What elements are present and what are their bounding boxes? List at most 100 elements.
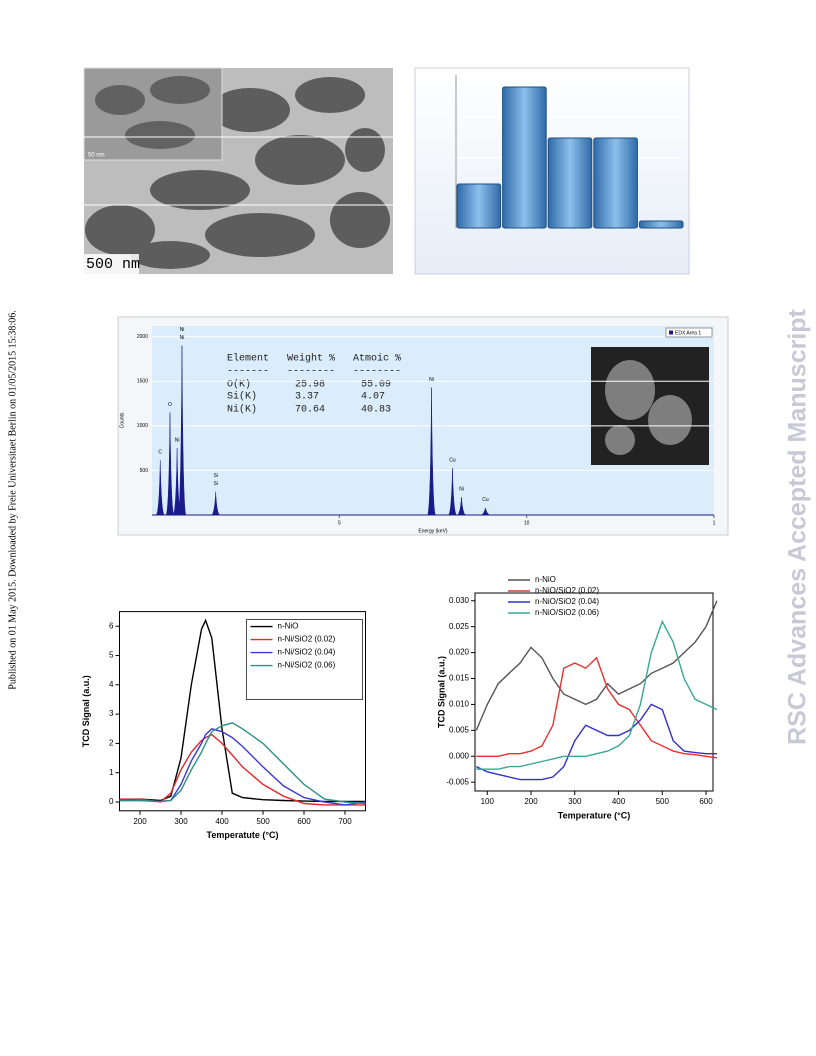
legend-label: n-NiO/SiO2 (0.02) xyxy=(535,586,599,595)
y-tick-label: 1500 xyxy=(137,379,148,385)
legend-label: n-Ni/SiO2 (0.04) xyxy=(278,648,336,657)
table-cell: Element xyxy=(227,353,269,365)
peak xyxy=(177,345,187,516)
table-cell: 70.64 xyxy=(295,405,325,416)
series-line xyxy=(119,618,366,803)
table-cell: Ni(K) xyxy=(227,404,257,416)
x-tick-label: 100 xyxy=(481,797,495,806)
peak xyxy=(456,497,467,516)
bar xyxy=(547,137,593,229)
series-line xyxy=(476,703,717,781)
y-tick-label: 0.005 xyxy=(449,725,470,734)
peak xyxy=(155,460,166,516)
x-tick-label: 400 xyxy=(612,797,626,806)
table-cell: Atmoic % xyxy=(353,353,401,365)
series-line xyxy=(119,733,366,806)
table-cell: 3.37 xyxy=(295,392,319,403)
x-tick-label: 700 xyxy=(338,817,352,826)
x-tick-label: 500 xyxy=(256,817,270,826)
x-tick-label: 200 xyxy=(524,797,538,806)
y-tick-label: 2 xyxy=(109,739,114,748)
table-cell: -------- xyxy=(353,367,401,378)
x-tick-label: 300 xyxy=(174,817,188,826)
peak-label: Si xyxy=(213,473,217,479)
peak xyxy=(480,507,491,516)
y-tick-label: 0.025 xyxy=(449,622,470,631)
peak-label: Ni xyxy=(180,327,185,333)
bar xyxy=(593,137,638,229)
legend-label: n-NiO/SiO2 (0.06) xyxy=(535,608,599,617)
table-cell: 25.98 xyxy=(295,380,325,391)
y-tick-label: 500 xyxy=(140,468,149,474)
peak-label: O xyxy=(168,402,172,408)
y-tick-label: 4 xyxy=(109,680,114,689)
table-cell: -------- xyxy=(287,367,335,378)
table-cell: O(K) xyxy=(227,379,251,391)
table-cell: Si(K) xyxy=(227,391,257,403)
y-tick-label: 0 xyxy=(109,797,114,806)
legend-label: n-NiO xyxy=(535,575,556,584)
bar xyxy=(456,183,502,229)
bar xyxy=(638,220,684,229)
watermark: RSC Advances Accepted Manuscript xyxy=(784,308,812,744)
peak xyxy=(447,468,458,516)
plot-frame xyxy=(119,611,366,812)
x-tick-label: 300 xyxy=(568,797,582,806)
x-tick-label: 10 xyxy=(524,520,530,526)
plot-frame xyxy=(474,592,714,792)
x-tick-label: 500 xyxy=(656,797,670,806)
legend-box xyxy=(665,327,713,338)
table-cell: ------- xyxy=(227,367,269,378)
y-tick-label: 2000 xyxy=(137,334,148,340)
peak xyxy=(426,387,437,516)
legend-label: n-Ni/SiO2 (0.02) xyxy=(278,635,336,644)
series-line xyxy=(476,619,718,770)
x-tick-label: 5 xyxy=(338,520,341,526)
legend-label: EDX Area 1 xyxy=(675,330,701,336)
y-axis-label: Counts xyxy=(119,412,125,428)
peak-label: C xyxy=(158,450,162,456)
x-tick-label: 600 xyxy=(699,797,713,806)
peak-label: Ni xyxy=(180,335,185,341)
y-tick-label: 0.015 xyxy=(449,674,470,683)
x-tick-label: 1 xyxy=(713,520,716,526)
series-line xyxy=(119,722,366,805)
y-tick-label: -0.005 xyxy=(446,777,469,786)
table-cell: Weight % xyxy=(287,353,335,365)
legend-box xyxy=(246,619,363,700)
y-tick-label: 0.000 xyxy=(449,751,470,760)
y-tick-label: 6 xyxy=(109,621,114,630)
y-tick-label: 1 xyxy=(109,768,114,777)
legend-label: n-NiO/SiO2 (0.04) xyxy=(535,597,599,606)
peak xyxy=(165,412,175,516)
bar xyxy=(502,86,547,229)
x-tick-label: 400 xyxy=(215,817,229,826)
legend-label: n-Ni/SiO2 (0.06) xyxy=(278,661,336,670)
y-axis-label: TCD Signal (a.u.) xyxy=(81,675,91,747)
x-tick-label: 200 xyxy=(133,817,147,826)
peak-label: Cu xyxy=(482,497,489,503)
table-cell: 4.07 xyxy=(361,392,385,403)
y-tick-label: 0.010 xyxy=(449,700,470,709)
tem-image: 500 nm 50 nm xyxy=(83,67,393,274)
y-tick-label: 0.030 xyxy=(449,596,470,605)
peak-label: Cu xyxy=(449,458,456,464)
series-line xyxy=(476,656,717,759)
y-axis-label: TCD Signal (a.u.) xyxy=(436,656,446,728)
legend-label: n-NiO xyxy=(278,622,299,631)
table-cell: 40.83 xyxy=(361,405,391,416)
y-tick-label: 3 xyxy=(109,709,114,718)
peak-label: Ni xyxy=(175,437,180,443)
legend-swatch xyxy=(669,330,673,335)
x-axis-label: Energy (keV) xyxy=(418,528,448,534)
published-note: Published on 01 May 2015. Downloaded by … xyxy=(7,310,18,689)
y-tick-label: 5 xyxy=(109,651,114,660)
table-cell: 55.09 xyxy=(361,380,391,391)
peak-label: Si xyxy=(213,481,217,487)
series-line xyxy=(475,600,718,731)
scale-bar-label: 500 nm xyxy=(86,256,140,273)
sem-inset-texture xyxy=(605,360,692,455)
x-axis-label: Temperatute (°C) xyxy=(207,830,279,840)
peak xyxy=(210,491,221,516)
